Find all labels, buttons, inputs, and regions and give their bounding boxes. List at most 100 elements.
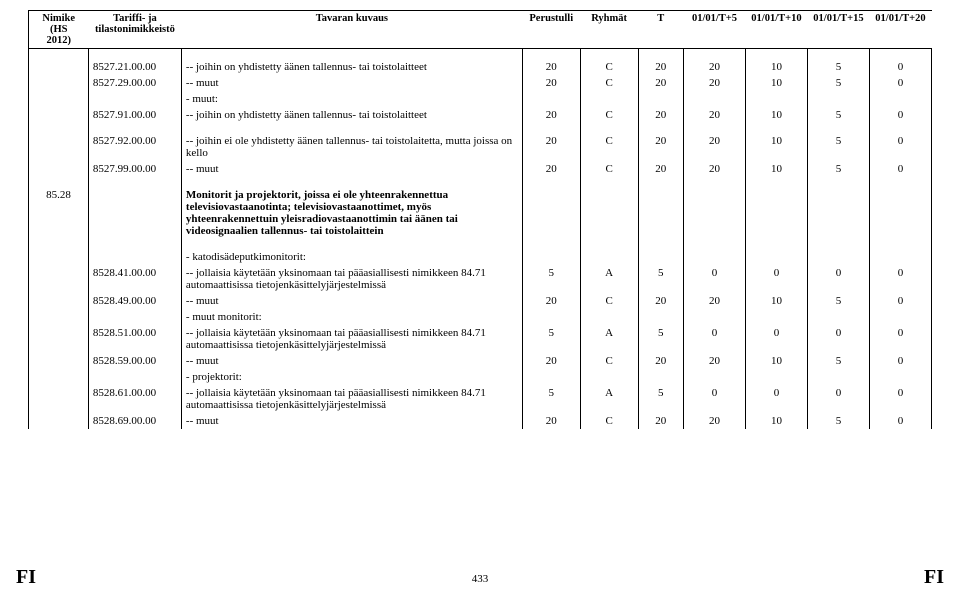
footer-right: FI <box>924 566 944 589</box>
cell-t10: 10 <box>745 59 807 75</box>
cell-t: 20 <box>638 75 683 91</box>
cell-t10: 10 <box>745 75 807 91</box>
cell-t5: 20 <box>683 413 745 429</box>
cell-t5: 20 <box>683 75 745 91</box>
cell-t20: 0 <box>869 161 931 177</box>
tariff-code: 8528.49.00.00 <box>88 293 181 309</box>
cell-t5: 20 <box>683 353 745 369</box>
cell-group: A <box>580 265 638 293</box>
cell-t5: 20 <box>683 107 745 123</box>
cell-group: C <box>580 161 638 177</box>
cell-t15: 5 <box>807 133 869 161</box>
table-row: 8528.59.00.00-- muut20C20201050 <box>29 353 932 369</box>
cell-group: C <box>580 293 638 309</box>
cell-t10: 0 <box>745 265 807 293</box>
cell-t20: 0 <box>869 133 931 161</box>
cell-t10: 10 <box>745 133 807 161</box>
cell-t10: 10 <box>745 161 807 177</box>
tariff-code: 8527.92.00.00 <box>88 133 181 161</box>
cell-t15: 5 <box>807 293 869 309</box>
cell-t: 5 <box>638 325 683 353</box>
tariff-code: 8528.41.00.00 <box>88 265 181 293</box>
table-row: - muut monitorit: <box>29 309 932 325</box>
tariff-code: 8528.51.00.00 <box>88 325 181 353</box>
cell-group: C <box>580 353 638 369</box>
table-row: 8527.92.00.00-- joihin ei ole yhdistetty… <box>29 133 932 161</box>
cell-t: 5 <box>638 265 683 293</box>
cell-group: C <box>580 107 638 123</box>
item-desc: -- jollaisia käytetään yksinomaan tai pä… <box>181 265 522 293</box>
cell-t: 5 <box>638 385 683 413</box>
cell-t10: 0 <box>745 385 807 413</box>
cell-t: 20 <box>638 293 683 309</box>
col-header-base: Perustulli <box>522 11 580 49</box>
cell-t20: 0 <box>869 385 931 413</box>
table-row: 8528.51.00.00-- jollaisia käytetään yksi… <box>29 325 932 353</box>
cell-group: C <box>580 133 638 161</box>
item-desc: -- jollaisia käytetään yksinomaan tai pä… <box>181 325 522 353</box>
text-desc: - muut monitorit: <box>181 309 522 325</box>
footer-left: FI <box>16 566 36 589</box>
cell-group: C <box>580 413 638 429</box>
col-header-t20: 01/01/T+20 <box>869 11 931 49</box>
tariff-code: 8528.61.00.00 <box>88 385 181 413</box>
col-header-tariff: Tariffi- jatilastonimikkeistö <box>88 11 181 49</box>
table-body: 8527.21.00.00-- joihin on yhdistetty ään… <box>29 49 932 429</box>
cell-group: C <box>580 75 638 91</box>
item-desc: -- muut <box>181 161 522 177</box>
item-desc: -- muut <box>181 413 522 429</box>
cell-t15: 5 <box>807 353 869 369</box>
cell-base: 5 <box>522 325 580 353</box>
item-desc: -- joihin on yhdistetty äänen tallennus-… <box>181 107 522 123</box>
cell-group: C <box>580 59 638 75</box>
cell-base: 5 <box>522 385 580 413</box>
col-header-group: Ryhmät <box>580 11 638 49</box>
tariff-code: 8527.29.00.00 <box>88 75 181 91</box>
cell-base: 20 <box>522 107 580 123</box>
cell-t5: 20 <box>683 133 745 161</box>
cell-t5: 0 <box>683 385 745 413</box>
cell-base: 20 <box>522 293 580 309</box>
item-desc: -- joihin ei ole yhdistetty äänen tallen… <box>181 133 522 161</box>
col-header-desc: Tavaran kuvaus <box>181 11 522 49</box>
cell-base: 20 <box>522 161 580 177</box>
col-header-t: T <box>638 11 683 49</box>
cell-t: 20 <box>638 107 683 123</box>
tariff-code: 8527.21.00.00 <box>88 59 181 75</box>
cell-t20: 0 <box>869 325 931 353</box>
table-row <box>29 239 932 249</box>
cell-t20: 0 <box>869 59 931 75</box>
tariff-code: 8527.91.00.00 <box>88 107 181 123</box>
cell-t5: 20 <box>683 59 745 75</box>
col-header-t10: 01/01/T+10 <box>745 11 807 49</box>
cell-t15: 5 <box>807 107 869 123</box>
cell-base: 20 <box>522 413 580 429</box>
heading-desc: Monitorit ja projektorit, joissa ei ole … <box>181 187 522 239</box>
cell-t15: 0 <box>807 265 869 293</box>
cell-base: 20 <box>522 353 580 369</box>
col-header-hs: Nimike(HS2012) <box>29 11 89 49</box>
cell-t5: 0 <box>683 325 745 353</box>
cell-t10: 10 <box>745 353 807 369</box>
col-header-t5: 01/01/T+5 <box>683 11 745 49</box>
cell-t15: 0 <box>807 385 869 413</box>
cell-group: A <box>580 325 638 353</box>
cell-t20: 0 <box>869 265 931 293</box>
hs-code: 85.28 <box>29 187 89 239</box>
tariff-code: 8528.59.00.00 <box>88 353 181 369</box>
cell-t: 20 <box>638 161 683 177</box>
table-row: 8527.99.00.00-- muut20C20201050 <box>29 161 932 177</box>
item-desc: -- joihin on yhdistetty äänen tallennus-… <box>181 59 522 75</box>
table-row <box>29 123 932 133</box>
table-row: 8527.21.00.00-- joihin on yhdistetty ään… <box>29 59 932 75</box>
cell-t15: 5 <box>807 59 869 75</box>
cell-t20: 0 <box>869 75 931 91</box>
cell-t: 20 <box>638 413 683 429</box>
cell-t10: 10 <box>745 293 807 309</box>
cell-t15: 5 <box>807 413 869 429</box>
table-row: 8527.29.00.00-- muut20C20201050 <box>29 75 932 91</box>
cell-t10: 0 <box>745 325 807 353</box>
cell-t: 20 <box>638 353 683 369</box>
footer-page-number: 433 <box>472 573 489 589</box>
item-desc: -- muut <box>181 293 522 309</box>
